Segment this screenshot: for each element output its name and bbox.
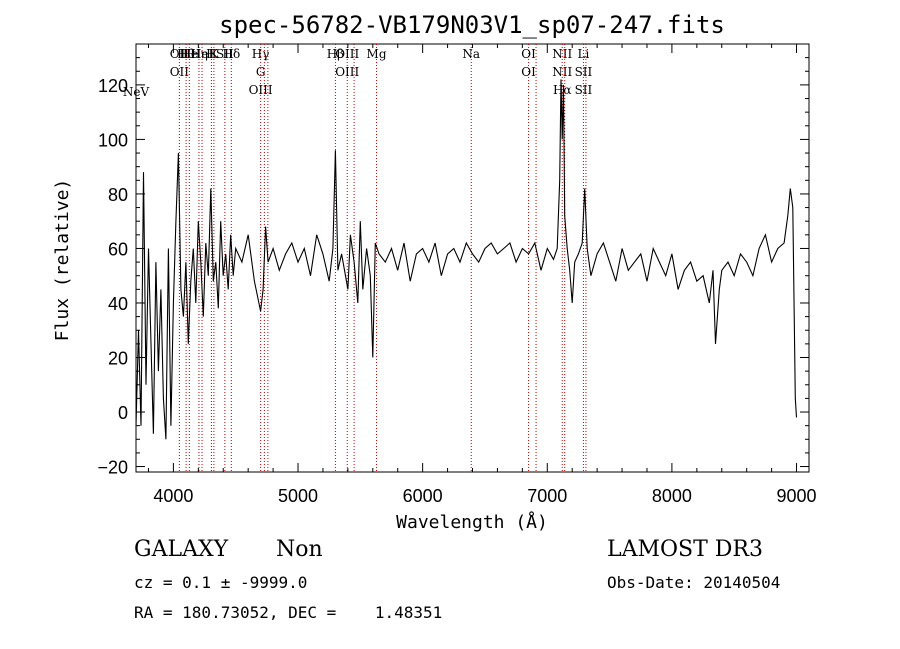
x-tick-label: 8000 (652, 486, 692, 506)
line-marker-label: He (181, 47, 199, 61)
line-marker-label: HeI (191, 47, 214, 61)
line-marker-label: NII (552, 47, 572, 61)
line-marker-label: OIII (249, 83, 273, 97)
spectrum-series-line (135, 79, 798, 440)
line-marker-label: Mg (367, 47, 387, 61)
y-tick-label: 60 (108, 239, 128, 259)
line-marker-label: K (209, 47, 219, 61)
y-tick-label: 20 (108, 349, 128, 369)
x-tick-label: 6000 (403, 486, 443, 506)
line-marker-label: H (206, 47, 216, 61)
line-marker-label: OIII (335, 47, 359, 61)
axes: 4000 5000 6000 7000 8000 9000 −20 0 20 40 60 80 100 1… (97, 44, 817, 506)
line-marker-label: Hβ (327, 47, 344, 61)
x-tick-label: 4000 (153, 486, 193, 506)
line-marker-label: Hη (190, 47, 208, 61)
line-marker-label: Hθ (177, 47, 195, 61)
line-marker-label: SII (575, 83, 593, 97)
chart-title: spec-56782-VB179N03V1_sp07-247.fits (219, 11, 725, 39)
x-axis-label: Wavelength (Å) (396, 511, 548, 533)
line-marker-label: G (256, 65, 266, 79)
x-tick-label: 7000 (527, 486, 567, 506)
line-marker-label: OIII (335, 65, 359, 79)
obs-date-text: Obs-Date: 20140504 (607, 573, 781, 592)
line-marker-label: OII (170, 65, 190, 79)
line-marker-label: OII (170, 47, 190, 61)
line-marker-label: Hα (553, 83, 572, 97)
y-axis-label: Flux (relative) (52, 179, 73, 342)
line-marker-label: Hδ (222, 47, 240, 61)
line-marker-label: SII (216, 47, 234, 61)
y-tick-label: −20 (97, 458, 128, 478)
subclass-label: Non (276, 537, 323, 562)
line-marker-label: OI (521, 65, 536, 79)
class-label: GALAXY (134, 537, 229, 562)
coords-text: RA = 180.73052, DEC = 1.48351 (134, 603, 443, 622)
y-tick-label: 80 (108, 185, 128, 205)
x-tick-label: 9000 (777, 486, 817, 506)
line-marker-label: Li (578, 47, 590, 61)
survey-label: LAMOST DR3 (607, 537, 763, 562)
y-tick-label: 0 (118, 403, 128, 423)
y-tick-label: 40 (108, 294, 128, 314)
plot-frame (135, 43, 810, 473)
line-marker-label: OI (521, 47, 536, 61)
x-tick-label: 5000 (278, 486, 318, 506)
line-marker-label: Hγ (252, 47, 270, 61)
y-tick-label: 120 (98, 76, 128, 96)
line-marker-label: Na (462, 47, 480, 61)
y-tick-label: 100 (98, 130, 128, 150)
nev-marker-label: NeV (123, 85, 150, 99)
line-marker-label: NII (552, 65, 572, 79)
line-marker-label: SII (575, 65, 593, 79)
cz-text: cz = 0.1 ± -9999.0 (134, 573, 308, 592)
